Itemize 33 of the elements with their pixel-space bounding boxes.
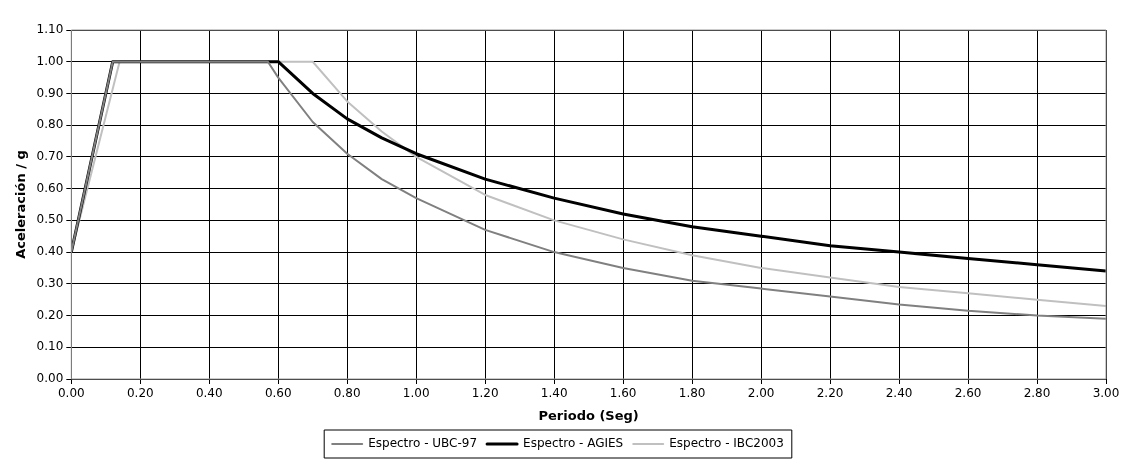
x-tick-label: 0.20 [126, 386, 154, 401]
x-tick-label: 0.40 [195, 386, 223, 401]
x-tick-label: 1.00 [402, 386, 430, 401]
x-tick-label: 1.40 [540, 386, 568, 401]
x-tick-label: 2.20 [816, 386, 844, 401]
x-tick-label: 1.80 [678, 386, 706, 401]
x-tick-label: 2.60 [954, 386, 982, 401]
y-tick-label: 0.10 [36, 339, 64, 354]
y-tick-label: 0.00 [36, 371, 64, 386]
y-tick-label: 0.70 [36, 149, 64, 164]
y-tick-label: 1.00 [36, 53, 64, 68]
y-tick-label: 0.80 [36, 117, 64, 132]
x-tick-label: 2.00 [747, 386, 775, 401]
legend-label: Espectro - IBC2003 [669, 436, 784, 451]
y-tick-label: 0.50 [36, 212, 64, 227]
x-tick-label: 0.60 [264, 386, 292, 401]
x-tick-label: 2.40 [885, 386, 913, 401]
x-tick-label: 0.80 [333, 386, 361, 401]
legend-label: Espectro - AGIES [523, 436, 624, 451]
x-tick-label: 1.20 [471, 386, 499, 401]
y-axis-title: Aceleración / g [13, 150, 29, 259]
y-tick-label: 1.10 [36, 22, 64, 37]
x-tick-label: 1.60 [609, 386, 637, 401]
y-tick-label: 0.30 [36, 275, 64, 290]
x-axis-title: Periodo (Seg) [538, 407, 639, 423]
y-tick-label: 0.90 [36, 85, 64, 100]
x-tick-label: 3.00 [1092, 386, 1120, 401]
x-tick-label: 2.80 [1023, 386, 1051, 401]
y-tick-label: 0.60 [36, 180, 64, 195]
y-tick-label: 0.20 [36, 307, 64, 322]
x-tick-label: 0.00 [57, 386, 85, 401]
legend-label: Espectro - UBC-97 [368, 436, 478, 451]
y-tick-label: 0.40 [36, 244, 64, 259]
